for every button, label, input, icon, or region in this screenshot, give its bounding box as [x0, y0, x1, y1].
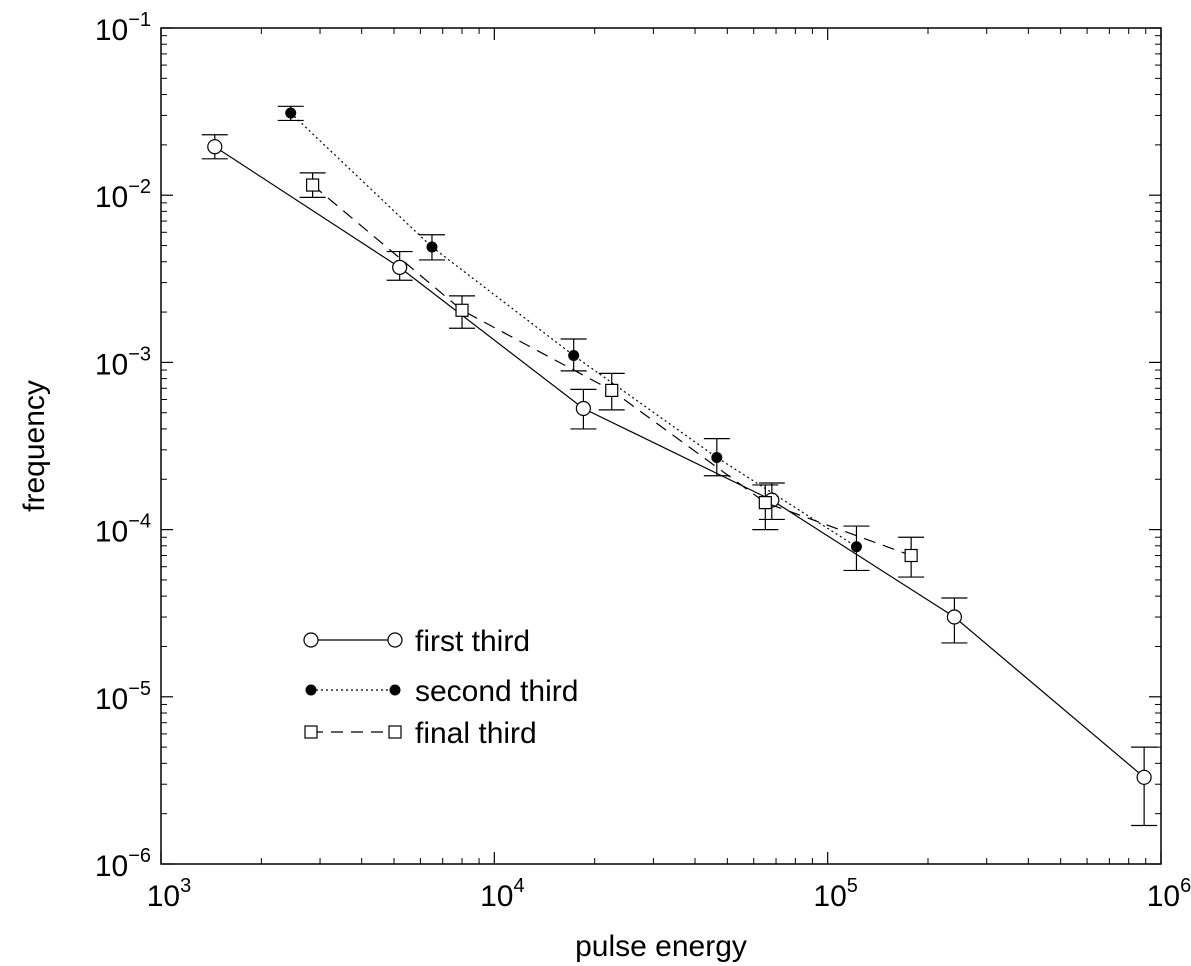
y-tick-label: 10−3: [95, 343, 151, 381]
legend-label: second third: [415, 675, 578, 708]
legend-marker: [304, 725, 318, 739]
legend-label: final third: [415, 717, 537, 750]
data-point: [568, 349, 580, 361]
legend: first third second third final third: [303, 625, 578, 750]
data-point: [711, 451, 723, 463]
data-point: [850, 541, 862, 553]
y-tick-label: 10−6: [95, 845, 151, 883]
data-point: [904, 548, 918, 563]
legend-marker: [389, 684, 401, 696]
data-point: [285, 107, 297, 119]
legend-marker: [388, 725, 402, 739]
data-point: [306, 178, 320, 192]
legend-marker: [305, 684, 317, 696]
y-tick-label: 10−4: [95, 511, 151, 549]
series-first-third: [201, 134, 1158, 827]
data-point: [605, 383, 619, 398]
y-tick-label: 10−5: [95, 678, 151, 716]
series-line: [290, 112, 857, 548]
series-line: [214, 146, 1145, 778]
data-point: [758, 496, 772, 510]
y-tick-label: 10−1: [95, 9, 151, 47]
series-layer: [201, 105, 1158, 827]
x-tick-label: 106: [1147, 875, 1191, 913]
data-point: [1136, 769, 1152, 785]
axis-ticks: [160, 27, 1162, 865]
series-second-third: [277, 105, 870, 572]
data-point: [207, 139, 223, 155]
y-tick-label: 10−2: [95, 176, 151, 214]
data-point: [426, 241, 438, 253]
x-tick-label: 103: [147, 875, 192, 913]
x-axis-title: pulse energy: [575, 930, 747, 963]
x-tick-label: 104: [480, 875, 525, 913]
data-point: [946, 609, 963, 625]
legend-marker: [303, 632, 319, 648]
y-axis-title: frequency: [18, 380, 51, 512]
x-tick-label: 105: [813, 875, 858, 913]
legend-label: first third: [415, 625, 530, 658]
plot-frame: [160, 27, 1162, 865]
series-final-third: [299, 172, 925, 578]
axis-tick-labels: 103 104 105 106 10−6 10−5 10−4 10−3 10−2 10−1: [95, 9, 1191, 913]
series-line: [312, 184, 912, 557]
data-point: [392, 259, 408, 275]
data-point: [575, 400, 591, 417]
legend-marker: [387, 632, 403, 648]
data-point: [455, 303, 469, 317]
